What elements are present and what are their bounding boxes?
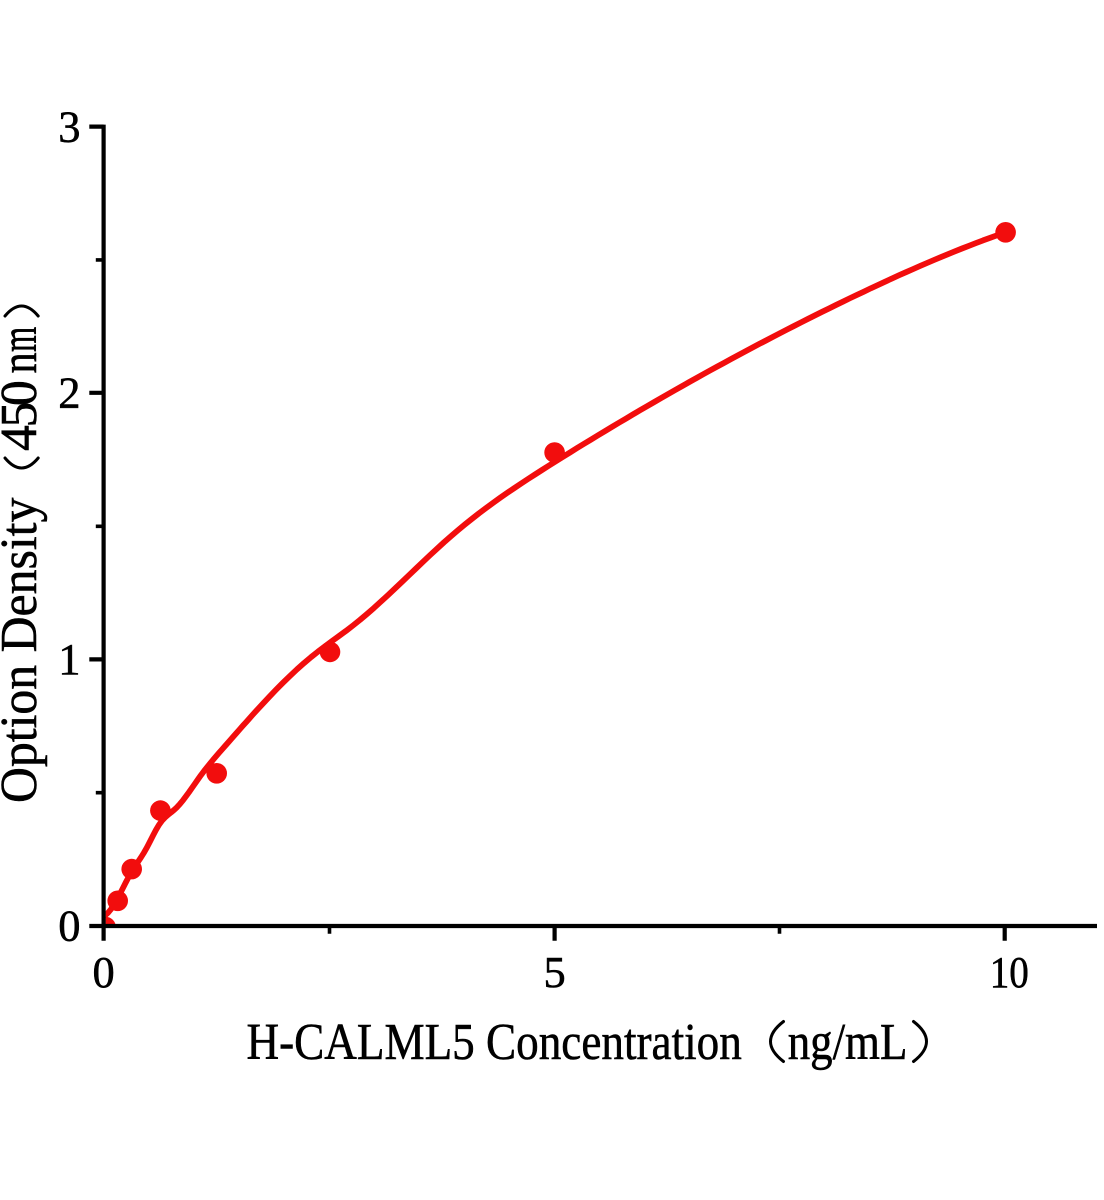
- svg-text:n: n: [0, 352, 48, 373]
- svg-text:Option Density: Option Density: [0, 497, 47, 803]
- svg-text:2: 2: [58, 368, 80, 418]
- svg-text:H-CALML5 Concentration: H-CALML5 Concentration: [247, 1014, 742, 1070]
- svg-text:m: m: [0, 327, 48, 352]
- svg-text:4: 4: [0, 425, 48, 451]
- svg-text:3: 3: [58, 101, 80, 151]
- svg-text:0: 0: [92, 947, 114, 997]
- svg-text:5: 5: [543, 947, 565, 997]
- svg-text:5: 5: [0, 402, 48, 428]
- svg-text:1: 1: [58, 634, 80, 684]
- svg-text:ng/mL: ng/mL: [788, 1014, 908, 1070]
- svg-text:10: 10: [990, 949, 1029, 998]
- svg-text:0: 0: [0, 380, 48, 406]
- svg-text:0: 0: [58, 901, 80, 951]
